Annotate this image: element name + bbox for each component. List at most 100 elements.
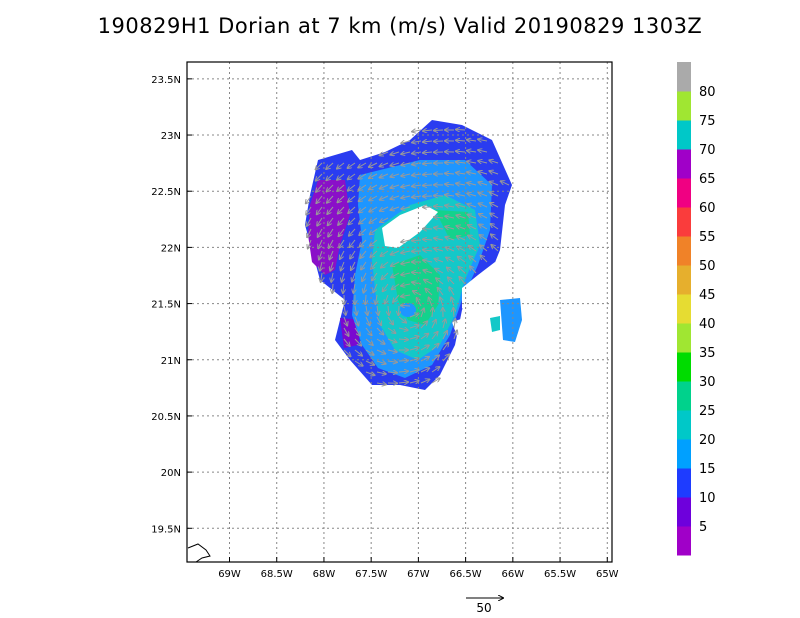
wind-vector [391, 250, 400, 255]
wind-vector [467, 151, 477, 152]
wind-vector [326, 173, 334, 180]
colorbar-label: 25 [699, 404, 716, 419]
colorbar-label: 60 [699, 201, 716, 216]
wind-vector [365, 316, 370, 325]
colorbar-label: 5 [699, 520, 707, 535]
wind-vector [365, 327, 372, 335]
y-tick-label: 22.5N [151, 187, 181, 198]
wind-vector [448, 277, 455, 285]
wind-vector [369, 206, 378, 212]
wind-vector [359, 195, 367, 201]
wind-vector [348, 195, 356, 202]
y-tick-label: 22N [161, 243, 181, 254]
wind-vector [435, 269, 444, 274]
wind-vector [376, 372, 386, 374]
colorbar-label: 75 [699, 114, 716, 129]
x-tick-label: 68W [313, 569, 336, 580]
wind-vector [390, 163, 400, 166]
wind-vector [307, 217, 312, 226]
wind-vector [501, 181, 510, 186]
data-gap-north [382, 205, 438, 248]
wind-vector [352, 272, 355, 281]
wind-vector [377, 305, 378, 315]
wind-vector [420, 368, 429, 373]
wind-vector [456, 140, 466, 141]
wind-vector [339, 239, 345, 248]
wind-vector [409, 325, 419, 328]
wind-vector [490, 203, 499, 208]
wind-vector [423, 185, 433, 186]
data-gap-southeast [452, 316, 475, 345]
colorbar-label: 20 [699, 433, 716, 448]
wind-vector [391, 261, 400, 266]
wind-vector [373, 283, 378, 292]
colorbar-segment [677, 91, 691, 121]
wind-vector [354, 349, 362, 356]
wind-vector [398, 316, 406, 323]
y-tick-label: 20N [161, 468, 181, 479]
wind-vector [490, 171, 499, 174]
wind-vector [337, 173, 345, 180]
wind-vector [432, 308, 433, 318]
wind-vector [467, 161, 477, 163]
wind-vector [490, 182, 499, 185]
wind-vector [329, 239, 334, 248]
wind-vector [491, 234, 499, 241]
colorbar-label: 15 [699, 462, 716, 477]
wind-vector [360, 239, 367, 246]
wind-vector [445, 184, 455, 185]
wind-vector [342, 272, 344, 282]
wind-vector [338, 206, 345, 214]
wind-vector [343, 349, 350, 356]
colorbar-segment [677, 526, 691, 556]
wind-vector [454, 331, 457, 340]
wind-region-east-patch [500, 298, 522, 342]
wind-vector [332, 283, 333, 293]
colorbar-segment [677, 62, 691, 92]
wind-vector [409, 359, 419, 361]
wind-vector [330, 261, 333, 271]
wind-vector [387, 316, 393, 324]
colorbar-segment [677, 265, 691, 295]
wind-vector [343, 327, 349, 336]
wind-vector [478, 172, 488, 174]
wind-vector [387, 361, 397, 362]
wind-vector [401, 305, 411, 306]
wind-vector [369, 173, 378, 178]
wind-vector [371, 261, 378, 269]
wind-vector [337, 162, 345, 169]
wind-vector [327, 184, 334, 191]
wind-vector [350, 250, 356, 259]
wind-vector [388, 305, 389, 315]
wind-vector [468, 225, 477, 230]
wind-vector [412, 141, 422, 143]
wind-vector [353, 283, 355, 293]
x-tick-label: 68.5W [261, 569, 293, 580]
wind-vector [393, 294, 400, 302]
wind-vector [318, 228, 323, 237]
wind-vector [446, 247, 455, 252]
x-tick-label: 66.5W [450, 569, 482, 580]
y-tick-label: 21N [161, 356, 181, 367]
wind-vector [318, 239, 323, 248]
colorbar-segment [677, 439, 691, 469]
longitude-axis: 69W 68.5W 68W 67.5W 67W 66.5W 66W 65.5W 65W [218, 557, 619, 580]
wind-vector [401, 185, 411, 187]
wind-vector [376, 316, 381, 325]
wind-vector [376, 383, 386, 384]
wind-vector [401, 174, 411, 176]
wind-vector [445, 227, 455, 229]
wind-vector [316, 195, 323, 203]
wind-vector [317, 206, 323, 214]
wind-vector [398, 328, 408, 330]
wind-vector [423, 239, 433, 240]
wind-vector [409, 348, 419, 350]
wind-vector [435, 259, 444, 262]
wind-vector [365, 360, 374, 365]
wind-vector [442, 331, 447, 340]
wind-vector [375, 294, 377, 304]
wind-vector [349, 228, 356, 236]
wind-vector [434, 248, 444, 251]
wind-vector [456, 129, 466, 130]
wind-vector [391, 207, 400, 210]
